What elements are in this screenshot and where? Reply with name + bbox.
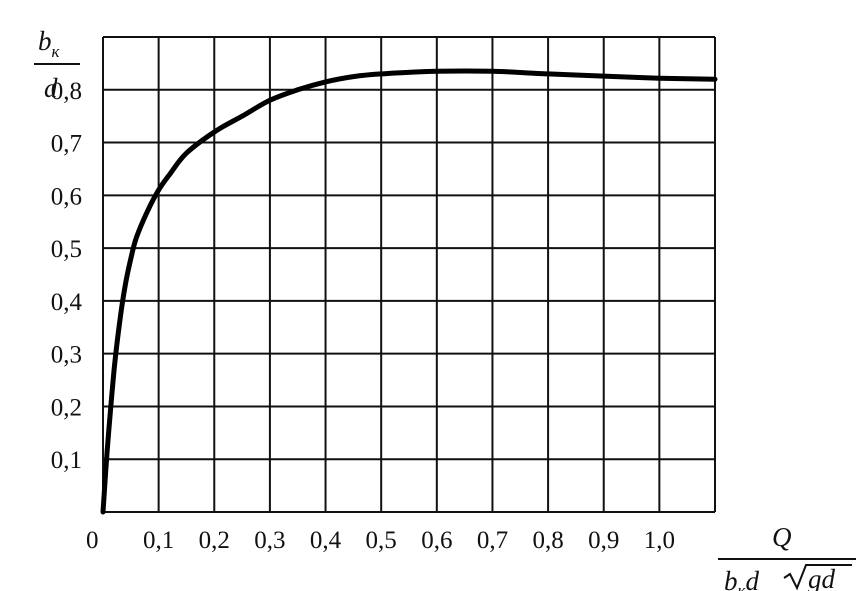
x-tick-label: 0,1 [143,527,174,554]
y-axis-label: bк d [34,26,80,103]
x-tick-label: 0,7 [477,527,508,554]
x-tick-label: 0,9 [588,527,619,554]
x-tick-labels: 0 0,1 0,2 0,3 0,4 0,5 0,6 0,7 0,8 0,9 1,0 [86,527,675,554]
y-tick-label: 0,4 [51,289,83,316]
x-label-den-b: bкd [724,566,759,591]
y-tick-label: 0,7 [51,131,82,158]
series-curve [100,68,718,515]
x-tick-label: 0,6 [421,527,452,554]
x-tick-label: 0 [86,527,99,554]
x-tick-label: 1,0 [644,527,675,554]
y-tick-label: 0,3 [51,342,82,369]
x-label-den-root: gd [808,564,836,591]
x-tick-label: 0,8 [532,527,563,554]
y-label-denominator: d [44,73,58,103]
grid-lines [102,36,716,513]
sqrt-sign [783,564,852,591]
x-tick-label: 0,2 [199,527,230,554]
y-tick-label: 0,2 [51,394,82,421]
x-tick-label: 0,3 [254,527,285,554]
y-tick-labels: 0,1 0,2 0,3 0,4 0,5 0,6 0,7 0,8 [51,78,83,474]
y-label-numerator: bк [38,26,61,61]
y-tick-label: 0,8 [51,78,82,105]
x-tick-label: 0,4 [310,527,342,554]
x-tick-label: 0,5 [366,527,397,554]
series-line [100,68,718,515]
y-tick-label: 0,6 [51,183,82,210]
x-axis-label: Q bкd gd [718,522,856,591]
y-tick-label: 0,1 [51,447,82,474]
y-tick-label: 0,5 [51,236,82,263]
x-label-numerator: Q [772,522,792,552]
